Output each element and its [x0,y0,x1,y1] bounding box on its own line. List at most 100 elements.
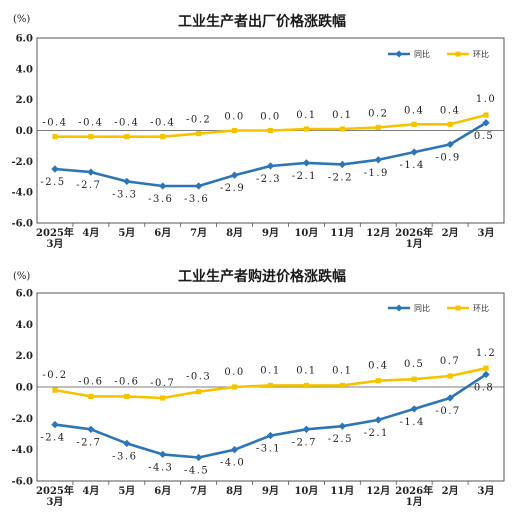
data-label: 0.5 [404,359,424,370]
data-label: 0.1 [332,365,352,376]
y-tick-label: 2.0 [16,95,33,106]
data-label: -2.4 [40,433,65,444]
data-point [52,387,58,393]
data-point [88,393,94,399]
data-point [194,453,203,462]
legend-marker [395,304,403,312]
data-point [375,378,381,384]
data-point [123,439,131,448]
y-tick-label: -2.0 [11,414,33,425]
data-point [303,382,310,389]
data-label: 0.0 [224,112,244,123]
y-tick-label: -6.0 [11,219,33,230]
y-tick-label: -4.0 [11,445,33,456]
data-point [446,394,454,402]
data-point [160,395,166,401]
data-point [51,165,59,173]
data-label: -0.4 [42,118,67,129]
data-point [230,445,239,454]
data-point [159,450,167,459]
data-point [411,376,417,382]
data-label: 0.1 [332,110,352,121]
data-label: -0.7 [435,406,460,417]
data-point [194,182,203,190]
data-label: -0.4 [78,118,103,129]
x-tick-label: 10月 [294,485,318,497]
data-label: -1.9 [364,168,389,179]
x-tick-label: 3月 [478,227,495,239]
data-label: -2.9 [220,183,245,194]
data-point [51,420,59,429]
data-point [267,382,274,389]
x-tick-label: 2026年 1月 [395,484,433,508]
x-tick-label: 3月 [478,485,495,497]
data-point [410,148,418,156]
data-label: -2.1 [364,428,389,439]
legend-label: 环比 [473,49,489,59]
data-point [482,370,490,379]
data-point [196,389,202,395]
data-point [374,416,382,424]
legend-label: 同比 [414,49,430,59]
data-point [88,134,94,140]
x-tick-label: 10月 [294,227,318,239]
data-label: 0.7 [440,356,460,367]
data-label: -4.0 [220,458,245,469]
y-tick-label: -2.0 [11,157,33,168]
data-label: -0.6 [114,376,139,387]
data-point [52,134,58,140]
data-label: -2.3 [256,174,281,185]
x-tick-label: 11月 [330,485,354,497]
data-point [303,126,310,132]
x-tick-label: 4月 [82,227,99,239]
data-point [446,140,454,149]
data-point [87,425,95,433]
data-point [159,182,167,190]
data-label: 0.4 [440,105,460,116]
y-unit-label: (%) [13,271,30,282]
x-tick-label: 8月 [226,227,243,239]
x-tick-label: 2025年 3月 [36,226,74,250]
legend-label: 环比 [473,303,489,313]
data-label: -0.9 [435,152,460,163]
data-label: 0.1 [296,365,316,376]
chart-panel-2: 工业生产者购进价格涨跌幅(%)6.04.02.00.0-2.0-4.0-6.02… [11,268,505,508]
data-label: 1.0 [476,94,496,105]
data-label: 0.0 [260,112,280,123]
legend-marker [455,51,461,57]
x-tick-label: 4月 [82,485,99,497]
x-tick-label: 7月 [190,485,207,497]
x-tick-label: 11月 [330,227,354,239]
data-point [375,124,381,131]
x-tick-label: 5月 [118,485,135,497]
data-point [483,365,489,371]
y-tick-label: -6.0 [11,477,33,488]
data-label: -2.7 [292,437,317,448]
data-label: 0.5 [474,131,494,142]
data-label: -2.7 [76,437,101,448]
data-point [266,162,275,170]
chart-panel-1: 工业生产者出厂价格涨跌幅(%)6.04.02.00.0-2.0-4.0-6.02… [11,13,505,250]
y-unit-label: (%) [13,14,30,25]
y-tick-label: 4.0 [16,320,33,331]
data-label: -0.6 [78,376,103,387]
data-point [338,160,347,169]
data-point [339,126,345,132]
data-label: -0.3 [186,372,211,383]
data-point [123,177,131,186]
x-tick-label: 6月 [154,227,171,239]
legend-marker [395,50,403,58]
data-point [231,384,238,390]
y-tick-label: 6.0 [16,289,33,300]
x-tick-label: 9月 [262,485,279,497]
data-label: 0.8 [474,382,494,393]
x-tick-label: 2026年 1月 [395,226,433,250]
data-label: -3.6 [184,194,209,205]
data-label: -2.5 [328,434,353,445]
legend-marker [455,305,461,311]
y-tick-label: 2.0 [16,351,33,362]
y-tick-label: 0.0 [16,383,33,394]
data-label: 0.4 [404,105,424,116]
